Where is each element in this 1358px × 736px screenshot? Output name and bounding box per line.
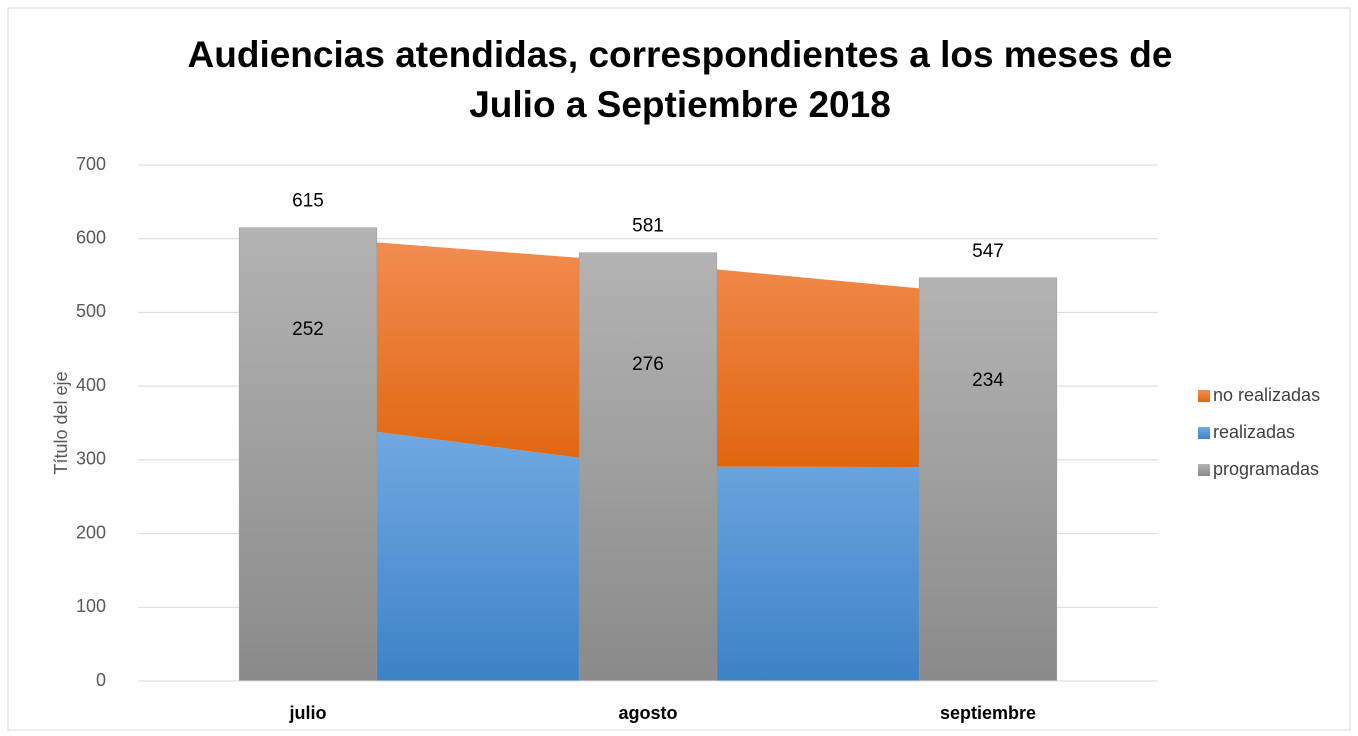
y-tick-label: 600 <box>76 227 106 247</box>
chart-title: Julio a Septiembre 2018 <box>469 84 891 125</box>
data-label: 581 <box>632 216 664 237</box>
y-tick-label: 700 <box>76 154 106 174</box>
y-tick-label: 300 <box>76 449 106 469</box>
data-label: 234 <box>972 370 1004 391</box>
legend-swatch <box>1198 464 1210 476</box>
legend-label: realizadas <box>1213 422 1295 442</box>
legend-label: programadas <box>1213 459 1319 479</box>
x-tick-label: agosto <box>618 703 677 723</box>
y-tick-label: 400 <box>76 375 106 395</box>
y-tick-label: 500 <box>76 301 106 321</box>
y-tick-label: 100 <box>76 596 106 616</box>
y-tick-label: 0 <box>96 670 106 690</box>
y-axis-title: Título del eje <box>51 371 71 474</box>
legend-swatch <box>1198 390 1210 402</box>
x-tick-label: julio <box>289 703 327 723</box>
chart-title: Audiencias atendidas, correspondientes a… <box>188 34 1173 75</box>
data-label: 547 <box>972 241 1004 262</box>
bar <box>578 252 718 682</box>
data-label: 276 <box>632 354 664 375</box>
x-tick-label: septiembre <box>940 703 1036 723</box>
data-label: 252 <box>292 319 324 340</box>
legend-swatch <box>1198 427 1210 439</box>
data-label: 615 <box>292 191 324 212</box>
bar <box>918 277 1058 682</box>
legend-label: no realizadas <box>1213 385 1320 405</box>
y-tick-label: 200 <box>76 522 106 542</box>
bar <box>238 227 378 682</box>
